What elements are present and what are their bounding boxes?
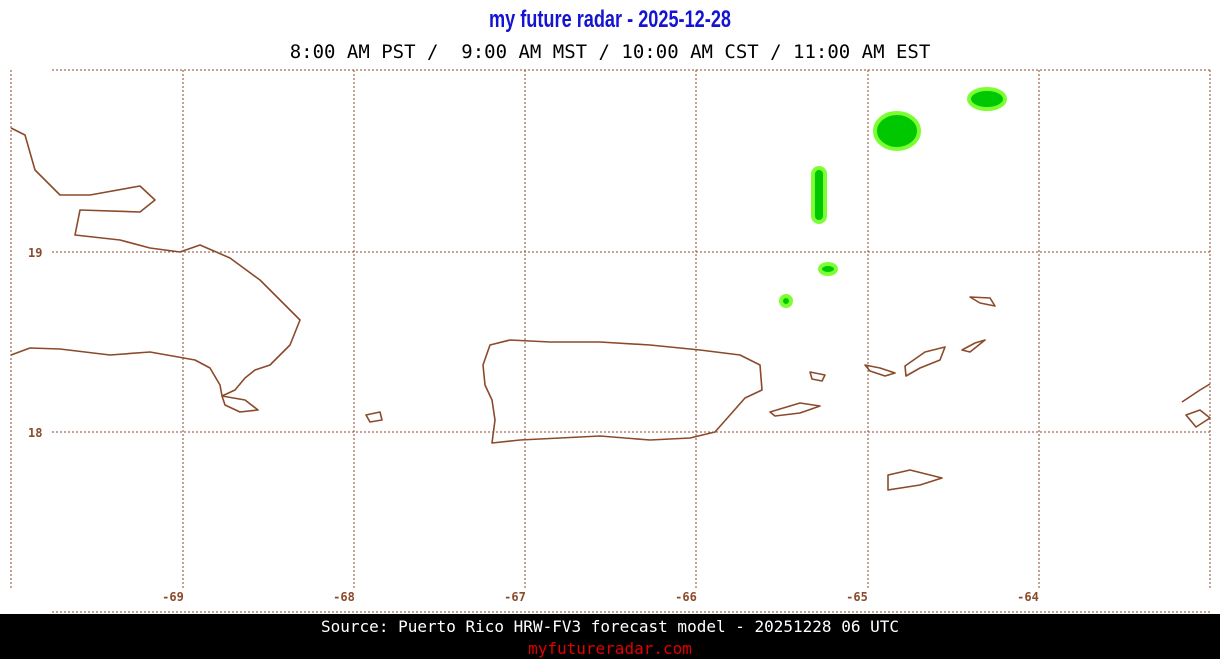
subtitle: 8:00 AM PST / 9:00 AM MST / 10:00 AM CST…: [290, 41, 931, 63]
lon-label: -68: [333, 590, 355, 604]
lon-label: -64: [1017, 590, 1039, 604]
lon-label: -65: [846, 590, 868, 604]
coastlines: [10, 127, 1211, 491]
title: my future radar - 2025-12-28: [489, 6, 731, 33]
lat-label: 18: [28, 426, 42, 440]
footer-source: Source: Puerto Rico HRW-FV3 forecast mod…: [321, 617, 899, 636]
footer-link[interactable]: myfutureradar.com: [528, 639, 692, 658]
lon-label: -66: [675, 590, 697, 604]
lon-label: -69: [162, 590, 184, 604]
lon-label: -67: [504, 590, 526, 604]
radar-echoes: [779, 87, 1007, 308]
lat-label: 19: [28, 246, 42, 260]
graticule: [10, 69, 1211, 613]
footer-bar: [0, 614, 1220, 659]
